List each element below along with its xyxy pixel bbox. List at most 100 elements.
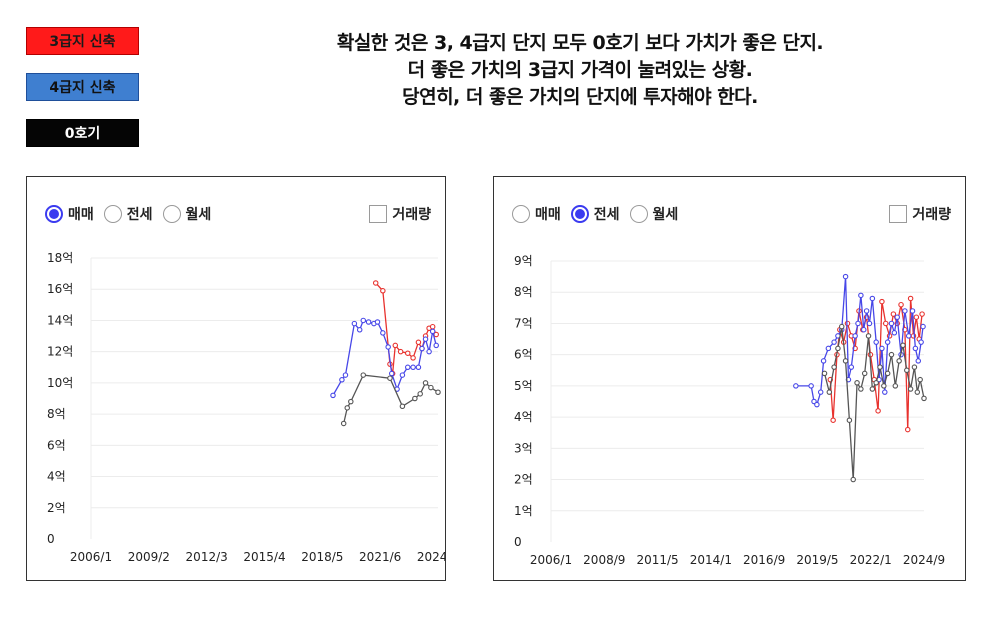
data-point-red[interactable]	[882, 320, 889, 327]
data-point-blue[interactable]	[909, 308, 916, 314]
data-point-black[interactable]	[917, 376, 923, 383]
data-point-black[interactable]	[399, 403, 406, 410]
data-point-blue[interactable]	[912, 345, 919, 352]
radio-empty-icon[interactable]	[103, 205, 122, 223]
data-point-black[interactable]	[428, 384, 434, 391]
data-point-blue[interactable]	[918, 339, 924, 345]
data-point-red[interactable]	[890, 311, 897, 317]
data-point-red[interactable]	[404, 350, 411, 356]
data-point-blue[interactable]	[419, 345, 425, 352]
data-point-blue[interactable]	[365, 319, 372, 325]
checkbox-icon[interactable]	[889, 205, 908, 223]
data-point-black[interactable]	[858, 386, 864, 392]
radio-empty-icon[interactable]	[162, 205, 181, 223]
data-point-red[interactable]	[879, 298, 885, 305]
data-point-black[interactable]	[826, 389, 833, 395]
data-point-blue[interactable]	[360, 317, 367, 324]
data-point-red[interactable]	[904, 426, 911, 433]
data-point-blue[interactable]	[426, 348, 432, 355]
data-point-black[interactable]	[896, 358, 902, 364]
data-point-blue[interactable]	[820, 358, 827, 364]
data-point-black[interactable]	[835, 345, 841, 352]
data-point-black[interactable]	[831, 364, 837, 370]
data-point-red[interactable]	[372, 280, 379, 286]
tab-jeonse[interactable]: 전세	[103, 204, 153, 224]
data-point-blue[interactable]	[410, 364, 416, 371]
data-point-blue[interactable]	[814, 401, 820, 408]
data-point-red[interactable]	[907, 295, 914, 302]
data-point-black[interactable]	[417, 391, 423, 397]
data-point-red[interactable]	[919, 311, 925, 317]
tab-sale[interactable]: 매매	[512, 204, 561, 224]
data-point-red[interactable]	[380, 288, 386, 294]
data-point-black[interactable]	[348, 398, 354, 405]
checkbox-icon[interactable]	[369, 205, 388, 223]
data-point-blue[interactable]	[817, 389, 824, 395]
data-point-blue[interactable]	[873, 339, 879, 345]
data-point-blue[interactable]	[351, 320, 358, 327]
data-point-blue[interactable]	[894, 314, 900, 320]
data-point-red[interactable]	[429, 323, 436, 330]
data-point-black[interactable]	[888, 351, 895, 358]
data-point-blue[interactable]	[855, 320, 861, 327]
tab-monthly-rent[interactable]: 월세	[629, 204, 678, 224]
radio-empty-icon[interactable]	[512, 205, 530, 223]
data-point-black[interactable]	[877, 364, 883, 370]
data-point-blue[interactable]	[902, 308, 908, 314]
data-point-black[interactable]	[892, 383, 899, 389]
data-point-blue[interactable]	[399, 372, 406, 378]
data-point-black[interactable]	[360, 372, 367, 378]
data-point-blue[interactable]	[342, 372, 349, 378]
data-point-black[interactable]	[344, 405, 350, 411]
data-point-blue[interactable]	[356, 327, 363, 333]
data-point-black[interactable]	[904, 367, 910, 374]
data-point-black[interactable]	[854, 380, 860, 386]
data-point-blue[interactable]	[374, 319, 381, 325]
data-point-black[interactable]	[921, 395, 927, 402]
data-point-black[interactable]	[846, 417, 853, 423]
data-point-blue[interactable]	[888, 320, 895, 327]
data-point-blue[interactable]	[860, 326, 867, 333]
tab-monthly-rent[interactable]: 월세	[162, 204, 211, 224]
data-point-blue[interactable]	[848, 364, 855, 370]
data-point-black[interactable]	[881, 383, 887, 389]
data-point-black[interactable]	[340, 420, 347, 427]
data-point-black[interactable]	[838, 323, 845, 330]
data-point-blue[interactable]	[415, 364, 422, 371]
data-point-blue[interactable]	[852, 333, 858, 339]
data-point-blue[interactable]	[808, 383, 814, 389]
data-point-blue[interactable]	[905, 333, 912, 339]
data-point-black[interactable]	[861, 370, 868, 377]
data-point-red[interactable]	[415, 339, 422, 346]
data-point-blue[interactable]	[863, 308, 870, 314]
volume-toggle[interactable]: 거래량	[889, 204, 951, 224]
data-point-blue[interactable]	[858, 292, 864, 299]
data-point-black[interactable]	[850, 476, 856, 483]
data-point-blue[interactable]	[429, 328, 436, 335]
data-point-blue[interactable]	[869, 295, 876, 302]
data-point-blue[interactable]	[433, 342, 439, 349]
data-point-red[interactable]	[392, 342, 399, 349]
data-point-blue[interactable]	[842, 273, 849, 280]
data-point-blue[interactable]	[891, 330, 898, 336]
data-point-blue[interactable]	[388, 370, 395, 377]
data-point-black[interactable]	[865, 333, 872, 339]
radio-empty-icon[interactable]	[629, 205, 648, 223]
data-point-blue[interactable]	[884, 339, 891, 345]
data-point-blue[interactable]	[339, 377, 345, 383]
data-point-black[interactable]	[821, 370, 828, 377]
data-point-black[interactable]	[435, 389, 441, 396]
data-point-black[interactable]	[387, 375, 393, 381]
data-point-blue[interactable]	[330, 392, 336, 399]
data-point-blue[interactable]	[380, 330, 386, 336]
data-point-black[interactable]	[907, 386, 914, 392]
data-point-black[interactable]	[911, 364, 918, 370]
data-point-black[interactable]	[914, 389, 921, 395]
data-point-blue[interactable]	[422, 336, 429, 342]
data-point-black[interactable]	[412, 395, 418, 402]
data-point-red[interactable]	[830, 417, 836, 423]
data-point-black[interactable]	[869, 386, 876, 392]
data-point-blue[interactable]	[879, 345, 885, 352]
data-point-blue[interactable]	[920, 323, 926, 330]
data-point-red[interactable]	[410, 355, 416, 361]
